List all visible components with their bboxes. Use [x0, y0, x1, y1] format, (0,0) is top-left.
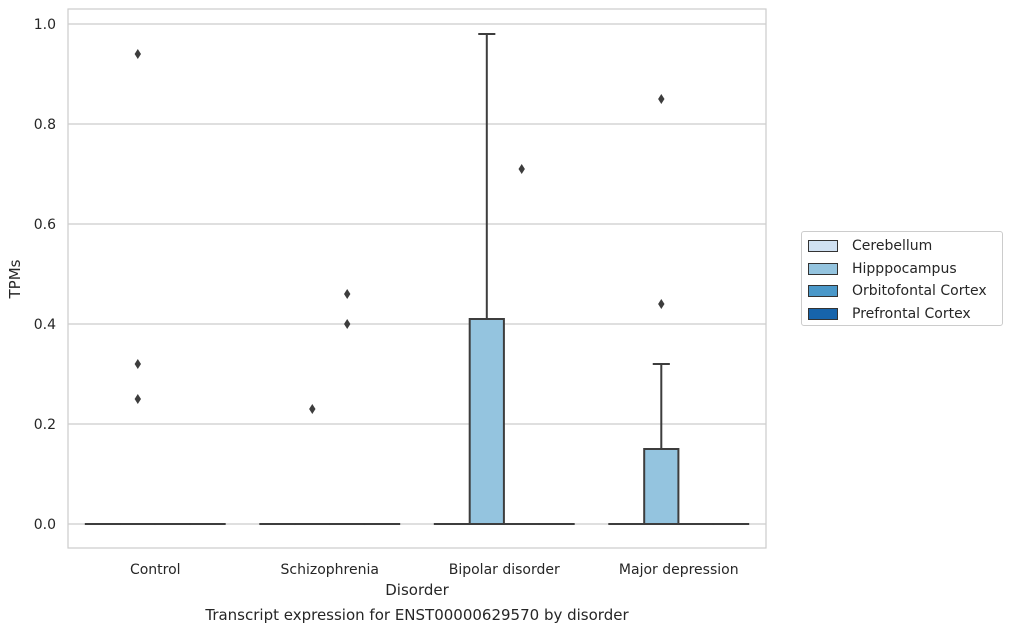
tick-labels: 0.0 0.2 0.4 0.6 0.8 1.0 Control Schizophrenia Bi… [34, 17, 739, 578]
y-axis-label: TPMs [6, 259, 24, 299]
legend-label: Hipppocampus [852, 260, 957, 277]
outlier-point [309, 404, 316, 414]
box-hipppocampus [643, 94, 680, 525]
box-body [468, 318, 505, 525]
legend-swatch [808, 240, 838, 253]
y-tick-label: 1.0 [34, 17, 56, 33]
x-tick-label: Schizophrenia [281, 562, 379, 578]
legend-swatch [808, 307, 838, 320]
y-tick-label: 0.0 [34, 517, 56, 533]
y-tick-label: 0.8 [34, 117, 56, 133]
chart-caption: Transcript expression for ENST0000062957… [205, 606, 629, 624]
legend-label: Orbitofontal Cortex [852, 283, 987, 300]
box-orbitofontal-cortex [503, 164, 540, 526]
box-hipppocampus [294, 404, 331, 526]
outlier-point [134, 394, 141, 404]
legend: Cerebellum Hipppocampus Orbitofontal Corte… [801, 231, 1003, 326]
outlier-point [658, 94, 665, 104]
legend-label: Cerebellum [852, 238, 933, 255]
legend-swatch [808, 285, 838, 298]
box-body [643, 448, 680, 525]
box-plots [84, 33, 750, 526]
y-tick-label: 0.4 [34, 317, 56, 333]
legend-item: Cerebellum [808, 235, 996, 258]
x-axis-label: Disorder [385, 581, 449, 599]
box-hipppocampus [468, 33, 505, 525]
plot-frame [67, 8, 767, 549]
legend-item: Hipppocampus [808, 258, 996, 281]
x-tick-label: Major depression [619, 562, 739, 578]
y-tick-label: 0.6 [34, 217, 56, 233]
outlier-point [344, 289, 351, 299]
box-hipppocampus [119, 49, 156, 526]
legend-item: Orbitofontal Cortex [808, 280, 996, 303]
y-tick-label: 0.2 [34, 417, 56, 433]
legend-swatch [808, 262, 838, 275]
legend-item: Prefrontal Cortex [808, 303, 996, 326]
outlier-point [658, 299, 665, 309]
outlier-point [134, 359, 141, 369]
outlier-point [134, 49, 141, 59]
outlier-point [518, 164, 525, 174]
x-tick-label: Control [130, 562, 181, 578]
outlier-point [344, 319, 351, 329]
x-tick-label: Bipolar disorder [449, 562, 560, 578]
legend-label: Prefrontal Cortex [852, 305, 971, 322]
